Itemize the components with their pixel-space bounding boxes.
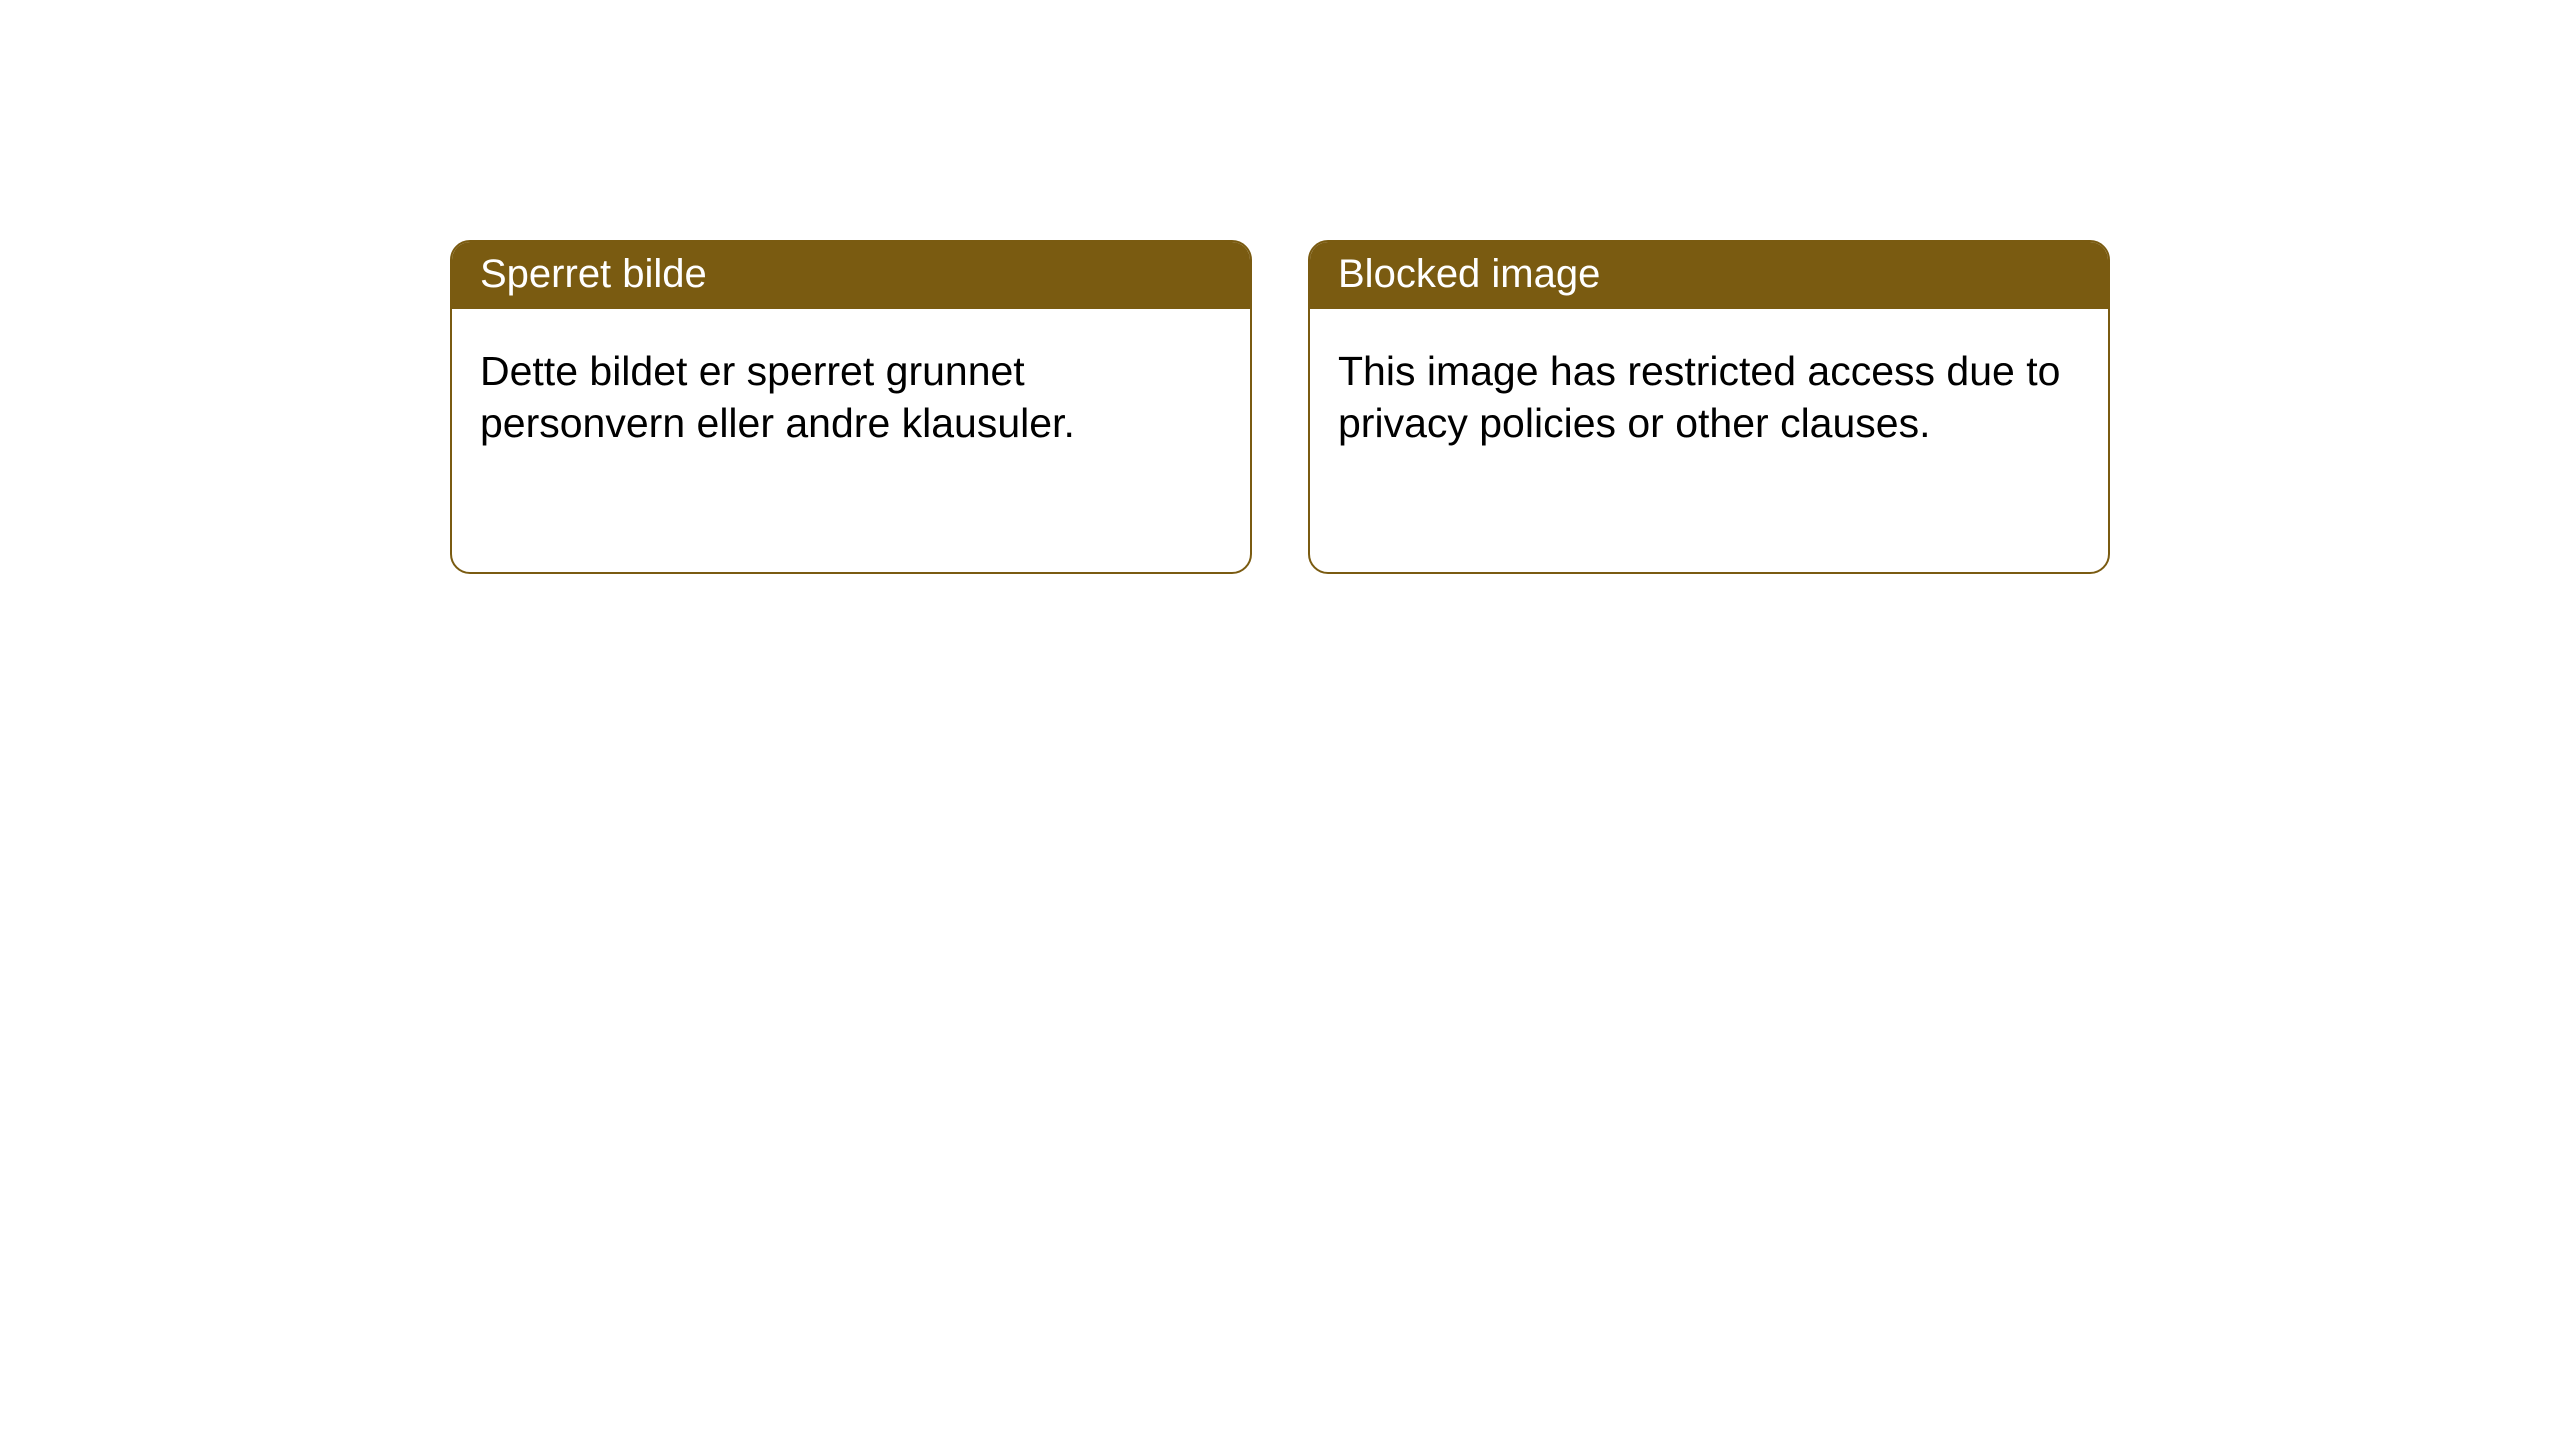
- card-title: Sperret bilde: [480, 252, 707, 296]
- notice-card-norwegian: Sperret bilde Dette bildet er sperret gr…: [450, 240, 1252, 574]
- card-title: Blocked image: [1338, 252, 1600, 296]
- card-body-text: This image has restricted access due to …: [1338, 348, 2060, 446]
- card-header: Sperret bilde: [452, 242, 1250, 309]
- card-body-text: Dette bildet er sperret grunnet personve…: [480, 348, 1075, 446]
- notice-card-english: Blocked image This image has restricted …: [1308, 240, 2110, 574]
- notice-container: Sperret bilde Dette bildet er sperret gr…: [0, 0, 2560, 574]
- card-header: Blocked image: [1310, 242, 2108, 309]
- card-body: Dette bildet er sperret grunnet personve…: [452, 309, 1250, 485]
- card-body: This image has restricted access due to …: [1310, 309, 2108, 485]
